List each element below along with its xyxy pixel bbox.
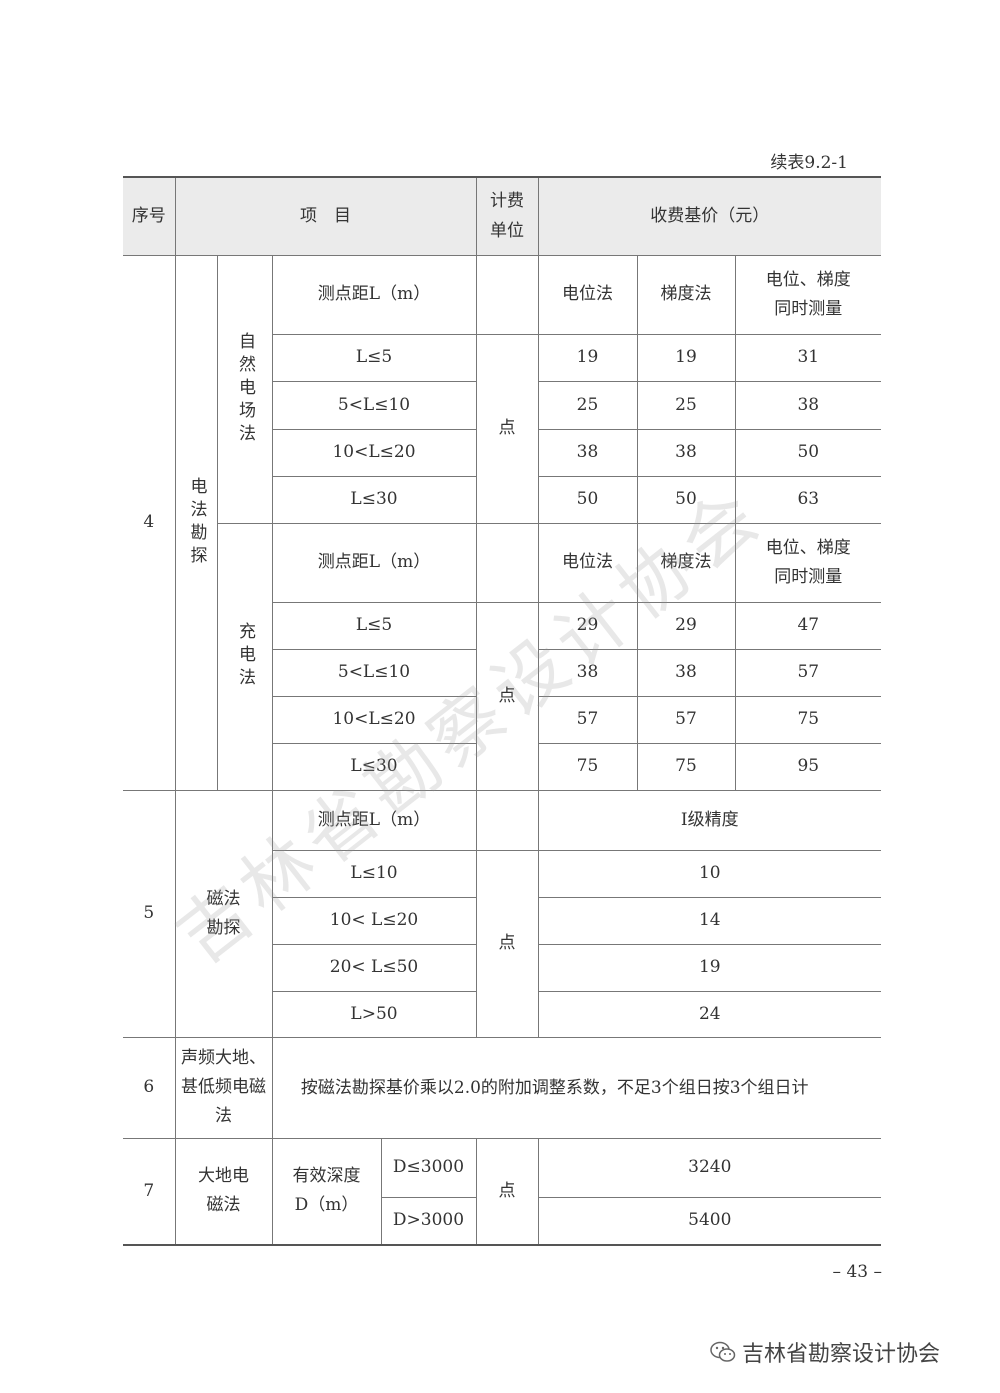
value-cell: 57 xyxy=(636,695,736,744)
range-cell: 10< L≤20 xyxy=(272,896,477,945)
table-row: 6 声频大地、甚低频电磁法 按磁法勘探基价乘以2.0的附加调整系数，不足3个组日… xyxy=(123,1036,882,1139)
table-row: L≤30 75 75 95 xyxy=(123,742,882,791)
col-header: 电位、梯度同时测量 xyxy=(734,522,882,603)
seq-cell: 6 xyxy=(123,1036,176,1139)
method-cell: 自然电场法 xyxy=(216,254,273,524)
value-cell: 24 xyxy=(537,990,882,1038)
col-header: 梯度法 xyxy=(636,522,736,603)
seq-cell: 5 xyxy=(123,789,176,1038)
category-cell: 声频大地、甚低频电磁法 xyxy=(174,1036,273,1139)
table-row: 5<L≤10 25 25 38 xyxy=(123,380,882,430)
category-cell: 大地电磁法 xyxy=(174,1137,273,1246)
range-cell: 20< L≤50 xyxy=(272,943,477,992)
fee-table: 序号 项 目 计费单位 收费基价（元） 4 电法勘探 自然电场法 测点距L（m）… xyxy=(123,176,882,1246)
value-cell: 57 xyxy=(537,695,638,744)
value-cell: 38 xyxy=(636,428,736,477)
range-cell: L≤5 xyxy=(272,333,477,382)
param-cell: 有效深度D（m） xyxy=(271,1137,382,1246)
header-unit: 计费单位 xyxy=(475,176,539,256)
value-cell: 29 xyxy=(537,601,638,650)
unit-cell: 点 xyxy=(475,849,539,1038)
value-cell: 47 xyxy=(734,601,882,650)
value-cell: 10 xyxy=(537,849,882,898)
note-cell: 按磁法勘探基价乘以2.0的附加调整系数，不足3个组日按3个组日计 xyxy=(271,1036,882,1139)
method-cell: 充电法 xyxy=(217,522,273,791)
value-cell: 50 xyxy=(734,428,882,477)
unit-cell xyxy=(475,789,539,851)
unit-cell: 点 xyxy=(475,601,539,791)
value-cell: 50 xyxy=(537,475,638,524)
category-cell: 电法勘探 xyxy=(174,254,218,791)
table-row: L≤30 50 50 63 xyxy=(123,475,882,524)
range-cell: D>3000 xyxy=(381,1196,477,1246)
range-cell: 10<L≤20 xyxy=(272,695,477,744)
range-cell: L≤30 xyxy=(272,742,477,791)
value-cell: 38 xyxy=(636,648,736,697)
table-row: D>3000 5400 xyxy=(123,1196,882,1246)
col-header: 电位法 xyxy=(537,254,638,335)
range-cell: 5<L≤10 xyxy=(272,648,477,697)
table-row: 4 电法勘探 自然电场法 测点距L（m） 电位法 梯度法 电位、梯度同时测量 xyxy=(123,254,882,791)
value-cell: 75 xyxy=(734,695,882,744)
value-cell: 31 xyxy=(734,333,882,382)
table-row: L>50 24 xyxy=(123,990,882,1038)
value-cell: 38 xyxy=(537,648,638,697)
range-cell: L≤30 xyxy=(272,475,477,524)
unit-cell: 点 xyxy=(475,333,539,524)
value-cell: 19 xyxy=(537,943,882,992)
range-cell: L≤5 xyxy=(272,601,477,650)
table-caption: 续表9.2-1 xyxy=(770,153,848,173)
wechat-attribution: 吉林省勘察设计协会 xyxy=(710,1336,940,1368)
table-row: L≤5 点 29 29 47 xyxy=(123,601,882,791)
value-cell: 75 xyxy=(537,742,638,791)
range-cell: 10<L≤20 xyxy=(272,428,477,477)
table-row: 充电法 测点距L（m） 电位法 梯度法 电位、梯度同时测量 xyxy=(123,522,882,791)
table-row: 10<L≤20 57 57 75 xyxy=(123,695,882,744)
value-cell: 63 xyxy=(734,475,882,524)
table-row: 20< L≤50 19 xyxy=(123,943,882,992)
value-cell: 5400 xyxy=(537,1196,882,1246)
seq-cell: 4 xyxy=(123,254,176,791)
value-cell: 19 xyxy=(537,333,638,382)
value-cell: 38 xyxy=(537,428,638,477)
unit-cell: 点 xyxy=(475,1137,539,1246)
value-cell: 50 xyxy=(636,475,736,524)
page-number: – 43 – xyxy=(832,1262,882,1282)
unit-cell xyxy=(475,522,539,603)
table-row: 5 磁法勘探 测点距L（m） I级精度 xyxy=(123,789,882,1038)
value-cell: 25 xyxy=(636,380,736,430)
value-cell: 25 xyxy=(537,380,638,430)
col-header: 电位法 xyxy=(537,522,638,603)
col-header: 梯度法 xyxy=(636,254,736,335)
value-cell: 38 xyxy=(734,380,882,430)
wechat-account-name: 吉林省勘察设计协会 xyxy=(742,1342,941,1367)
category-cell: 磁法勘探 xyxy=(174,789,273,1038)
header-price: 收费基价（元） xyxy=(537,176,882,256)
table-row: 10<L≤20 38 38 50 xyxy=(123,428,882,477)
range-cell: 5<L≤10 xyxy=(272,380,477,430)
header-seq: 序号 xyxy=(123,176,176,256)
value-cell: 75 xyxy=(636,742,736,791)
range-cell: D≤3000 xyxy=(380,1137,477,1198)
seq-cell: 7 xyxy=(123,1137,176,1246)
unit-cell xyxy=(475,254,539,335)
range-cell: L≤10 xyxy=(272,849,477,898)
value-cell: 57 xyxy=(734,648,882,697)
col-header: I级精度 xyxy=(537,789,882,851)
value-cell: 29 xyxy=(636,601,736,650)
param-cell: 测点距L（m） xyxy=(271,522,477,603)
range-cell: L>50 xyxy=(272,990,477,1038)
col-header: 电位、梯度同时测量 xyxy=(734,254,882,335)
header-row: 序号 项 目 计费单位 收费基价（元） xyxy=(123,176,882,256)
value-cell: 14 xyxy=(537,896,882,945)
value-cell: 95 xyxy=(734,742,882,791)
value-cell: 3240 xyxy=(537,1137,882,1198)
table-row: 7 大地电磁法 有效深度D（m） D≤3000 点 3240 xyxy=(123,1137,882,1246)
param-cell: 测点距L（m） xyxy=(271,789,477,851)
param-cell: 测点距L（m） xyxy=(271,254,477,335)
wechat-icon xyxy=(710,1341,736,1362)
header-item: 项 目 xyxy=(174,176,477,256)
table-row: 5<L≤10 38 38 57 xyxy=(123,648,882,697)
value-cell: 19 xyxy=(636,333,736,382)
